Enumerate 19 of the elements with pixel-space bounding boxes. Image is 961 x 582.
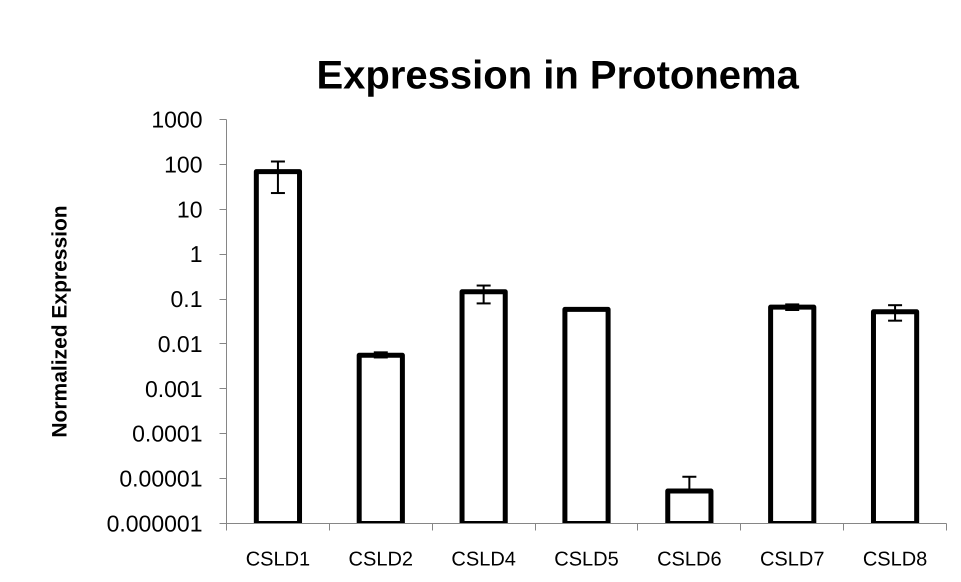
y-axis-title: Normalized Expression (48, 205, 72, 438)
y-tick-label: 10 (176, 196, 203, 222)
x-tick-label: CSLD4 (451, 548, 516, 570)
x-tick-label: CSLD1 (246, 548, 310, 570)
y-tick-label: 0.00001 (119, 466, 202, 492)
chart-title: Expression in Protonema (316, 54, 800, 98)
x-tick-label: CSLD8 (862, 548, 928, 570)
x-tick-label: CSLD6 (657, 548, 722, 570)
x-tick-label: CSLD2 (348, 548, 414, 570)
y-tick-label: 0.000001 (106, 510, 203, 536)
y-tick-label: 1 (190, 241, 203, 268)
y-tick-label: 1000 (151, 106, 203, 132)
y-tick-label: 0.01 (158, 330, 202, 357)
y-tick-label: 100 (164, 151, 202, 178)
y-tick-label: 0.1 (170, 286, 203, 312)
y-tick-label: 0.0001 (132, 420, 203, 447)
y-tick-label: 0.001 (144, 376, 203, 402)
x-tick-label: CSLD5 (554, 548, 619, 570)
x-tick-label: CSLD7 (760, 548, 824, 570)
